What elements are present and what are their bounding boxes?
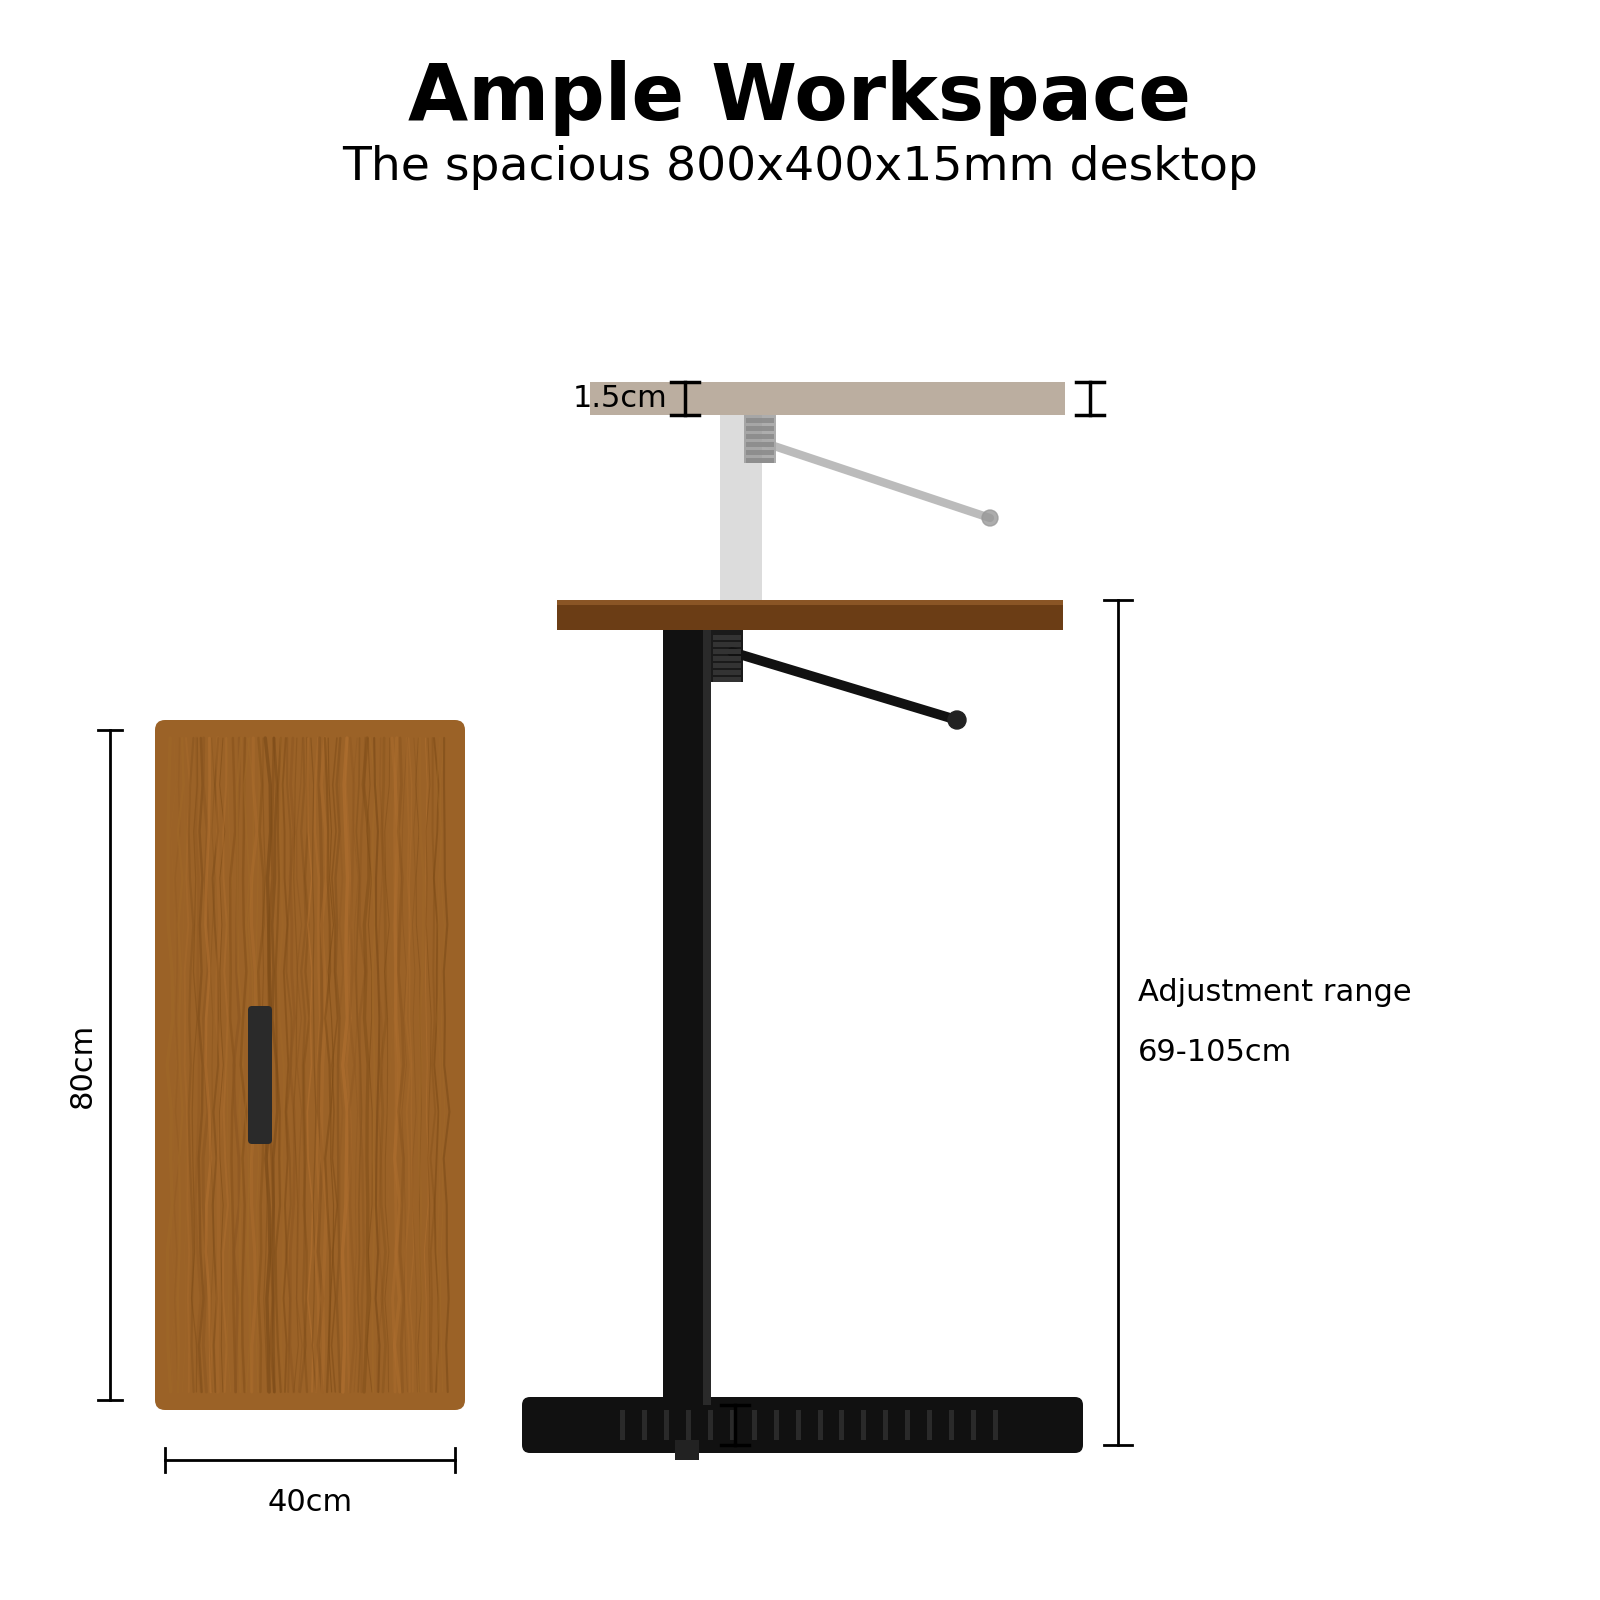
Text: 1.5cm: 1.5cm (573, 384, 667, 413)
Circle shape (947, 710, 966, 730)
Bar (642, 1410, 646, 1440)
Bar (928, 1410, 933, 1440)
FancyBboxPatch shape (155, 720, 466, 1410)
Bar (702, 630, 710, 1405)
Text: 69-105cm: 69-105cm (1138, 1038, 1293, 1067)
Circle shape (982, 510, 998, 526)
Bar (883, 1410, 888, 1440)
Bar (714, 670, 741, 675)
Text: 3cm: 3cm (651, 1411, 717, 1440)
Bar (664, 1410, 669, 1440)
Bar (730, 1410, 734, 1440)
Bar (746, 426, 774, 430)
Bar (714, 677, 741, 682)
Bar (686, 1410, 691, 1440)
Bar (994, 1410, 998, 1440)
Bar (590, 382, 1066, 414)
Bar (714, 642, 741, 646)
Bar (557, 600, 1062, 630)
Bar (710, 630, 742, 682)
Bar (746, 418, 774, 422)
Text: The spacious 800x400x15mm desktop: The spacious 800x400x15mm desktop (342, 146, 1258, 190)
Text: 80cm: 80cm (67, 1022, 96, 1107)
Bar (840, 1410, 845, 1440)
Bar (795, 1410, 800, 1440)
Text: 40cm: 40cm (267, 1488, 352, 1517)
FancyBboxPatch shape (522, 1397, 1083, 1453)
Bar (746, 450, 774, 454)
Bar (720, 414, 762, 614)
Bar (621, 1410, 626, 1440)
Bar (714, 656, 741, 661)
Bar (861, 1410, 866, 1440)
Bar (557, 600, 1062, 605)
Bar (746, 434, 774, 438)
Bar (662, 630, 710, 1405)
Bar (675, 1440, 699, 1459)
FancyBboxPatch shape (248, 1006, 272, 1144)
Bar (746, 458, 774, 462)
Text: Adjustment range: Adjustment range (1138, 978, 1411, 1006)
Bar (752, 1410, 757, 1440)
Bar (746, 442, 774, 446)
Text: Ample Workspace: Ample Workspace (408, 59, 1192, 136)
Bar (949, 1410, 954, 1440)
Bar (971, 1410, 976, 1440)
Bar (906, 1410, 910, 1440)
Bar (707, 1410, 712, 1440)
Bar (744, 414, 776, 462)
Bar (714, 662, 741, 669)
Bar (714, 635, 741, 640)
Bar (818, 1410, 822, 1440)
Bar (774, 1410, 779, 1440)
Bar (714, 650, 741, 654)
